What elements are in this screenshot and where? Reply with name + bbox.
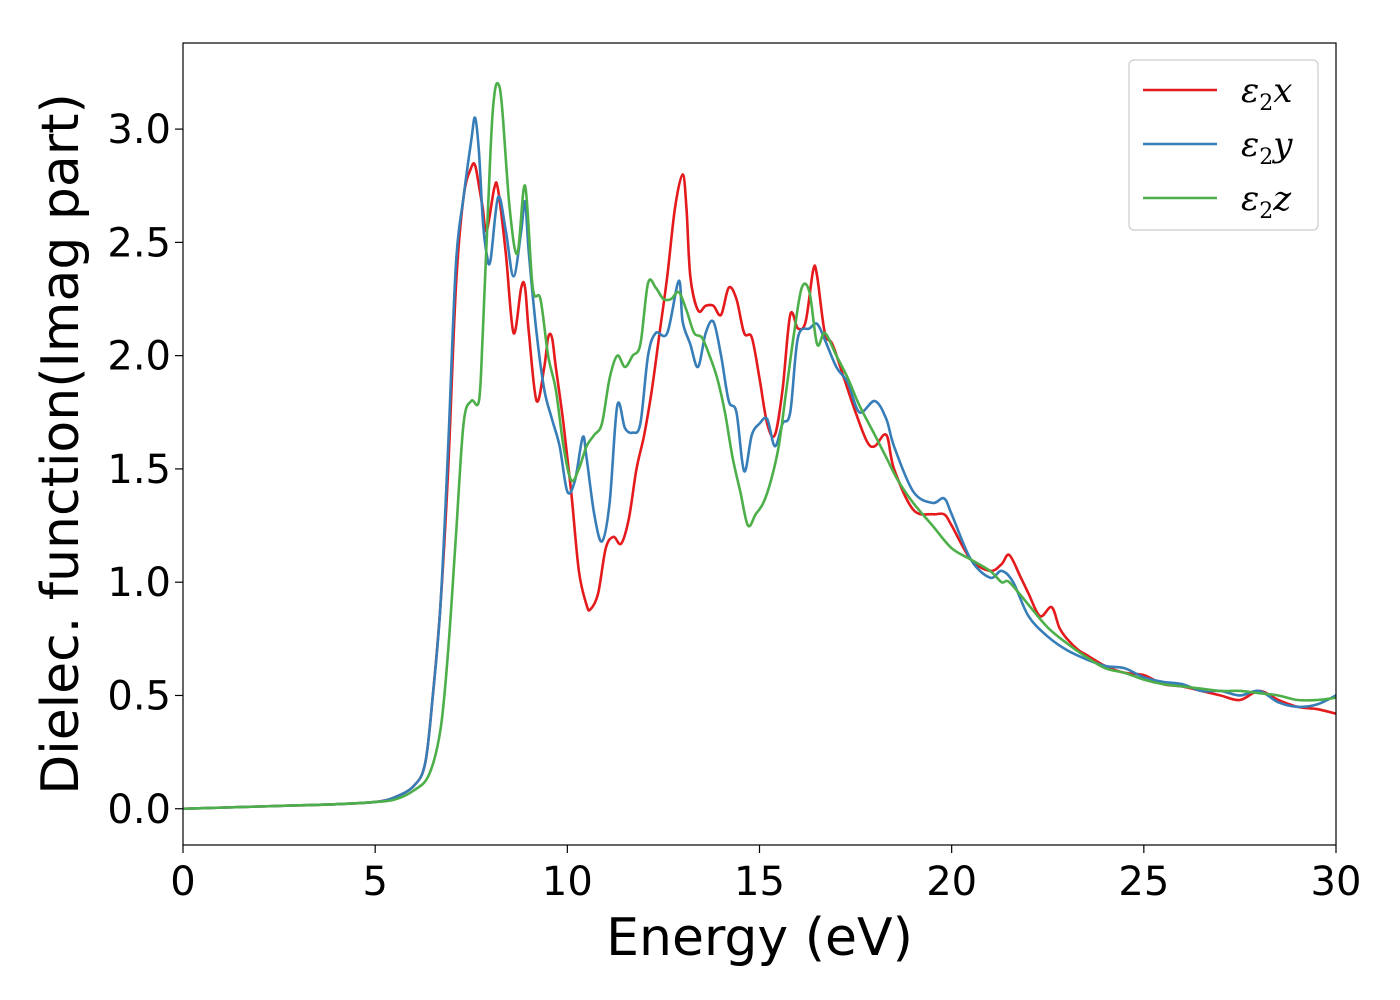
legend-label-y: ε2y xyxy=(1241,125,1293,170)
y-tick-label: 2.0 xyxy=(107,334,171,380)
x-axis: 0 5 10 15 20 25 30 xyxy=(170,845,1361,905)
x-tick-label: 20 xyxy=(926,859,977,905)
y-tick-label: 1.5 xyxy=(107,447,171,493)
legend: ε2x ε2y ε2z xyxy=(1128,59,1319,231)
y-tick-label: 0.5 xyxy=(107,673,171,719)
series-line-z xyxy=(183,81,1336,811)
y-tick-label: 0.0 xyxy=(107,787,171,833)
series-layer xyxy=(183,81,1336,811)
y-axis: 0.0 0.5 1.0 1.5 2.0 2.5 3.0 xyxy=(107,107,183,833)
y-tick-label: 2.5 xyxy=(107,220,171,266)
x-tick-label: 15 xyxy=(734,859,785,905)
x-axis-title: Energy (eV) xyxy=(606,908,913,968)
x-tick-label: 5 xyxy=(362,859,387,905)
x-tick-label: 0 xyxy=(170,859,195,905)
legend-label-x: ε2x xyxy=(1241,71,1292,116)
x-tick-label: 25 xyxy=(1118,859,1169,905)
series-line-x xyxy=(183,162,1336,811)
x-tick-label: 10 xyxy=(542,859,593,905)
legend-box xyxy=(1128,59,1319,231)
y-axis-title: Dielec. function(Imag part) xyxy=(31,93,91,795)
y-tick-label: 3.0 xyxy=(107,107,171,153)
x-tick-label: 30 xyxy=(1311,859,1362,905)
legend-label-z: ε2z xyxy=(1241,179,1292,224)
y-tick-label: 1.0 xyxy=(107,560,171,606)
series-line-y xyxy=(183,116,1336,811)
